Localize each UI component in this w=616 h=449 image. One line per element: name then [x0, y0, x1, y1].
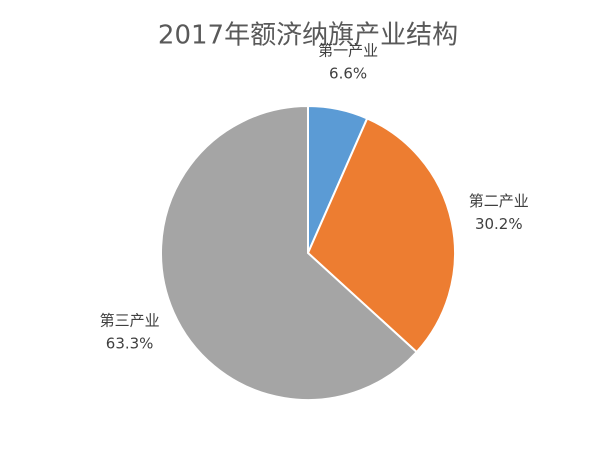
chart-title: 2017年额济纳旗产业结构: [158, 21, 458, 51]
slice-value-label: 63.3%: [106, 334, 154, 352]
slice-value-label: 6.6%: [329, 65, 367, 83]
slice-category-label: 第三产业: [100, 311, 160, 329]
pie-slice: [306, 117, 456, 354]
slice-value-label: 30.2%: [475, 215, 523, 233]
slice-category-label: 第一产业: [318, 42, 378, 60]
pie-slice: [160, 104, 419, 401]
slice-category-label: 第二产业: [469, 192, 529, 210]
